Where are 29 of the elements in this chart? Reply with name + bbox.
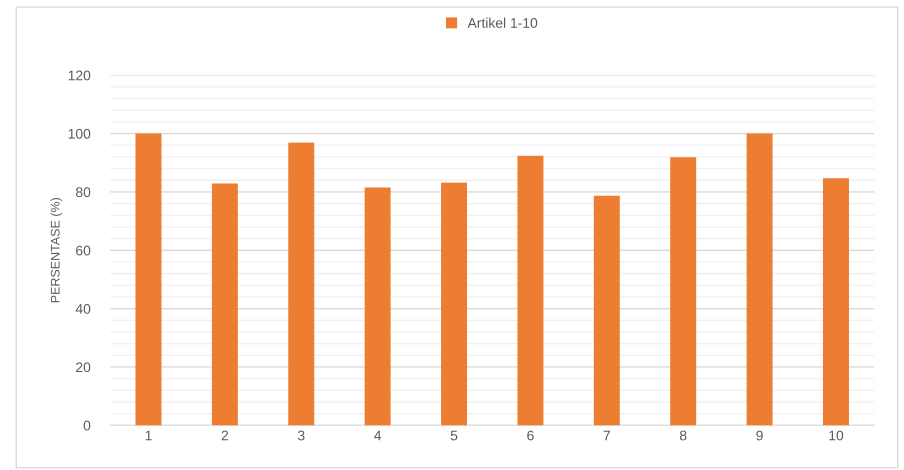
legend-label: Artikel 1-10 bbox=[468, 18, 538, 28]
y-tick-label: 40 bbox=[76, 304, 90, 314]
x-tick-label: 9 bbox=[756, 430, 763, 440]
y-tick-label: 80 bbox=[76, 187, 90, 198]
x-tick-label: 5 bbox=[450, 430, 458, 440]
x-tick-label: 4 bbox=[374, 430, 382, 440]
bar bbox=[364, 188, 391, 426]
bar bbox=[594, 196, 620, 426]
x-tick-label: 2 bbox=[222, 430, 228, 440]
bar bbox=[135, 134, 162, 426]
y-tick-label: 120 bbox=[68, 70, 90, 80]
x-tick-label: 3 bbox=[298, 430, 305, 440]
y-tick-label: 100 bbox=[68, 128, 90, 139]
y-tick-label: 0 bbox=[84, 420, 90, 431]
bar bbox=[670, 157, 696, 426]
bar bbox=[822, 178, 849, 426]
y-tick-label: 20 bbox=[76, 362, 90, 372]
x-tick-label: 10 bbox=[829, 430, 844, 440]
x-tick-label: 8 bbox=[680, 430, 686, 440]
x-tick-label: 7 bbox=[604, 430, 610, 440]
bar bbox=[746, 134, 773, 426]
x-tick-label: 1 bbox=[146, 430, 152, 440]
y-axis-title: PERSENTASE (%) bbox=[50, 198, 62, 302]
x-tick-label: 6 bbox=[527, 430, 534, 440]
bar bbox=[517, 156, 544, 426]
bar bbox=[212, 183, 238, 426]
y-tick-label: 60 bbox=[76, 246, 90, 256]
bar bbox=[441, 182, 468, 426]
bar bbox=[288, 142, 314, 426]
